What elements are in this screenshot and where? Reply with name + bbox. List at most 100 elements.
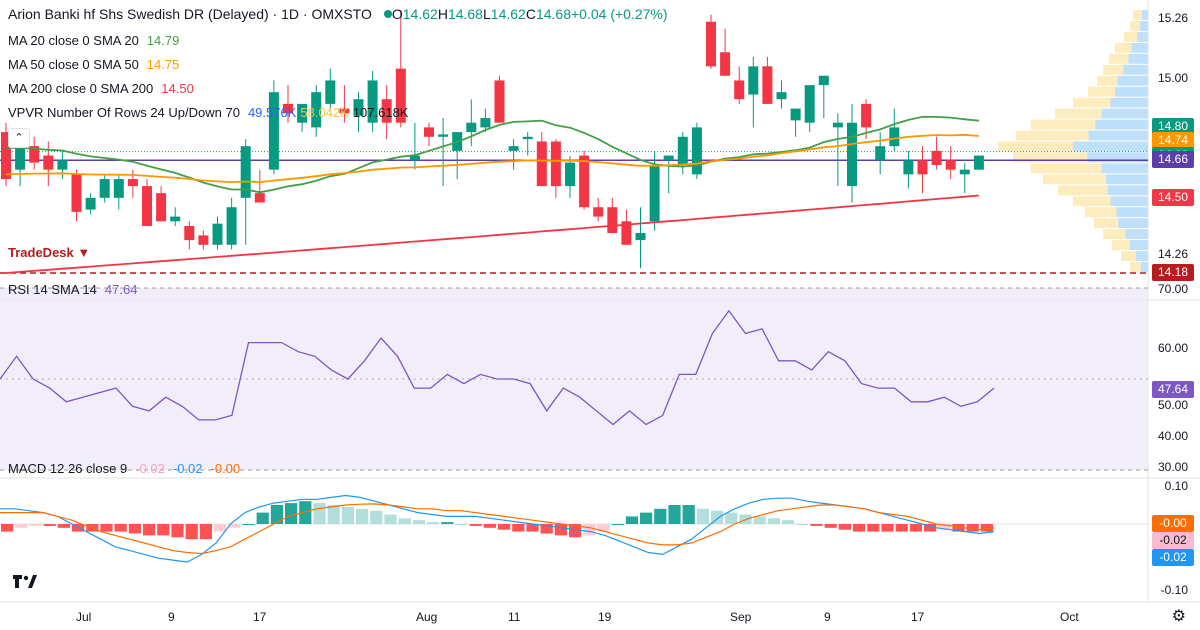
ma50-label: MA 50 close 0 SMA 50 [8, 57, 139, 72]
candle-body [593, 207, 604, 217]
macd-histogram-bar [341, 506, 354, 524]
candle-body [508, 146, 519, 151]
candle-body [776, 92, 787, 100]
candle-body [466, 122, 477, 133]
macd-legend[interactable]: MACD 12 26 close 9 -0.02 -0.02 -0.00 [8, 461, 240, 476]
ohlc-close-key: C [525, 6, 536, 22]
vpvr-up-bar [1140, 262, 1148, 272]
candle-body [579, 155, 590, 208]
vpvr-up-bar [1117, 75, 1148, 86]
macd-histogram-bar [696, 508, 709, 524]
vpvr-down-bar [1055, 108, 1102, 119]
macd-histogram-bar [270, 505, 283, 524]
candle-body [409, 155, 420, 161]
time-axis-label: Aug [416, 610, 438, 624]
rsi-value: 47.64 [104, 282, 138, 297]
macd-axis-label: -0.10 [1160, 583, 1188, 597]
ma200-value: 14.50 [161, 81, 194, 96]
vpvr-down-bar [1103, 64, 1124, 75]
settings-gear-icon[interactable]: ⚙ [1171, 608, 1186, 625]
macd-histogram-bar [412, 520, 425, 524]
vpvr-up-bar [1125, 229, 1148, 240]
indicator-ma50[interactable]: MA 50 close 0 SMA 50 14.75 [8, 57, 179, 72]
price-badge: 14.80 [1152, 118, 1194, 136]
indicator-ma200[interactable]: MA 200 close 0 SMA 200 14.50 [8, 81, 194, 96]
chart-header: Arion Banki hf Shs Swedish DR (Delayed) … [8, 6, 668, 22]
candle-body [903, 160, 914, 175]
candle-body [480, 118, 491, 128]
macd-histogram-bar [782, 520, 795, 524]
macd-histogram-bar [356, 508, 369, 524]
candle-body [226, 207, 237, 245]
collapse-legend-button[interactable]: ⌃ [8, 128, 30, 148]
candle-body [1, 132, 11, 180]
candle-body [184, 226, 195, 241]
macd-histogram-bar [625, 516, 638, 524]
macd-histogram-bar [838, 524, 851, 530]
rsi-legend[interactable]: RSI 14 SMA 14 47.64 [8, 282, 137, 297]
rsi-axis-label: 30.00 [1157, 460, 1188, 474]
candle-body [424, 127, 434, 137]
macd-hist-value: -0.02 [135, 461, 165, 476]
macd-histogram-bar [285, 503, 298, 524]
macd-signal-line [0, 503, 995, 555]
symbol-title[interactable]: Arion Banki hf Shs Swedish DR (Delayed) … [8, 6, 372, 22]
macd-histogram-bar [199, 524, 212, 540]
vpvr-up-bar [1115, 86, 1148, 97]
candle-body [945, 160, 956, 170]
candle-body [71, 174, 82, 212]
macd-histogram-bar [370, 510, 383, 524]
candle-body [762, 66, 773, 104]
macd-histogram-bar [512, 524, 525, 532]
macd-histogram-bar [810, 524, 823, 526]
vpvr-down-bar [1103, 229, 1126, 240]
indicator-ma20[interactable]: MA 20 close 0 SMA 20 14.79 [8, 33, 179, 48]
vpvr-up-bar [1116, 207, 1148, 218]
price-badge: 14.66 [1152, 151, 1194, 169]
ma50-line [5, 133, 979, 184]
vpvr-up-bar [1087, 152, 1148, 163]
vpvr-down-bar [1073, 196, 1111, 207]
candle-body [325, 80, 336, 104]
ma20-line [6, 116, 979, 194]
vpvr-down-bar [1133, 10, 1142, 20]
price-badge: 14.74 [1152, 132, 1194, 150]
price-badge: 14.18 [1152, 263, 1194, 281]
macd-histogram-bar [128, 524, 141, 534]
vpvr-down-bar [1112, 240, 1130, 251]
vpvr-down-bar [1130, 262, 1141, 272]
candle-body [875, 146, 886, 161]
candle-body [832, 122, 843, 128]
candle-body [790, 108, 801, 121]
macd-histogram-bar [483, 524, 496, 528]
vpvr-up-bar [1088, 130, 1148, 141]
vpvr-down-bar [1073, 97, 1111, 108]
price-axis-label: 15.26 [1157, 11, 1188, 25]
candle-body [283, 103, 293, 114]
price-badge: 14.50 [1152, 188, 1194, 206]
price-axis-label: 14.26 [1157, 247, 1188, 261]
macd-histogram-bar [909, 524, 922, 532]
macd-histogram-bar [43, 524, 56, 526]
time-axis-label: 9 [824, 610, 831, 624]
indicator-vpvr[interactable]: VPVR Number Of Rows 24 Up/Down 70 49.576K… [8, 105, 408, 120]
price-axis-label: 15.00 [1157, 71, 1188, 85]
candle-body [734, 80, 745, 100]
candle-body [621, 221, 632, 245]
macd-histogram-bar [569, 524, 582, 538]
tradedesk-label[interactable]: TradeDesk ▼ [8, 245, 91, 260]
candle-body [649, 164, 660, 222]
macd-histogram-bar [725, 512, 738, 524]
macd-histogram-bar [654, 508, 667, 524]
vpvr-down-bar [1031, 163, 1102, 174]
macd-histogram-bar [966, 524, 979, 532]
macd-histogram-bar [498, 524, 511, 530]
candle-body [804, 85, 815, 123]
candle-body [254, 193, 265, 203]
candle-body [381, 99, 392, 123]
candle-body [297, 103, 308, 123]
macd-histogram-bar [611, 524, 624, 525]
candle-body [240, 146, 251, 198]
macd-histogram-bar [952, 524, 965, 532]
